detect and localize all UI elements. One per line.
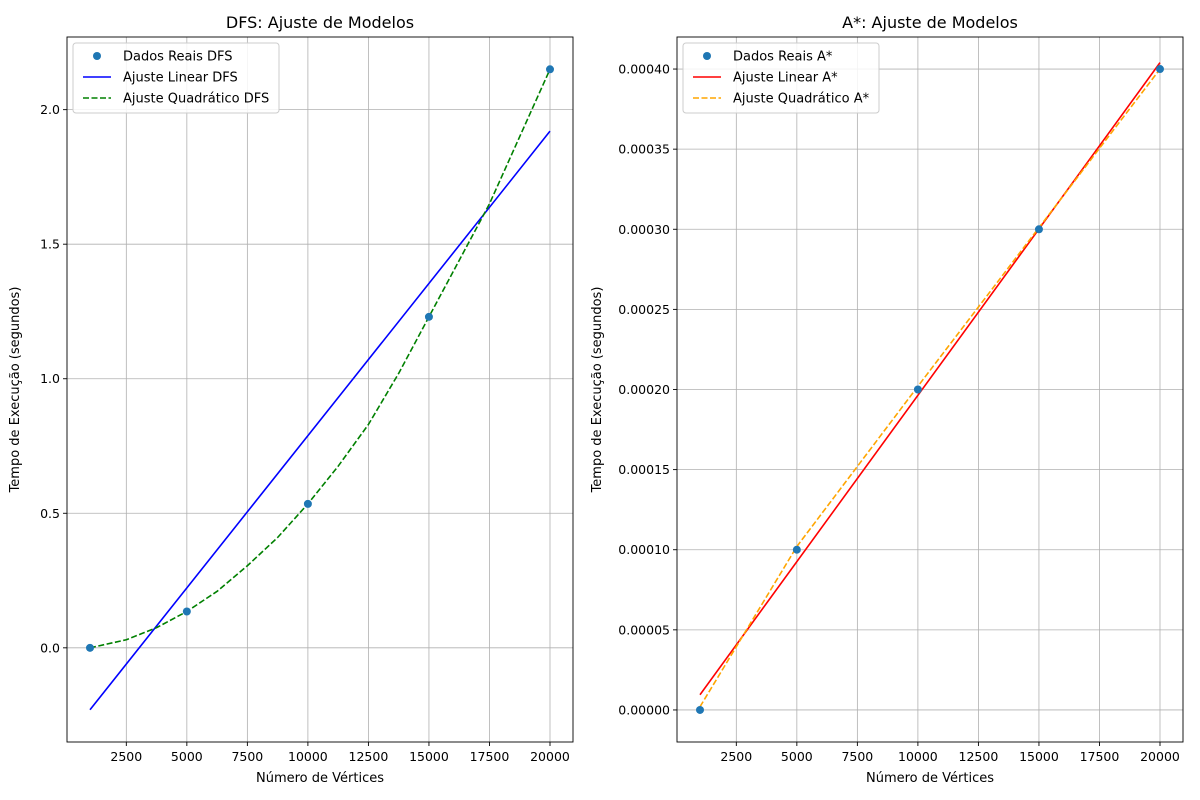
y-axis-label: Tempo de Execução (segundos) bbox=[8, 287, 23, 494]
data-point bbox=[424, 312, 433, 321]
chart-panel-astar: 2500 5000 7500 10000 12500 15000 17500 20000 0.0… bbox=[590, 13, 1184, 786]
y-tick-label: 1.5 bbox=[40, 237, 60, 252]
y-tick-label: 0.00040 bbox=[618, 62, 670, 77]
x-tick-label: 2500 bbox=[110, 749, 142, 764]
data-point bbox=[696, 705, 704, 714]
x-tick-label: 5000 bbox=[781, 749, 813, 764]
x-tick-label: 7500 bbox=[841, 749, 873, 764]
legend-marker bbox=[703, 52, 711, 60]
series-line-3 bbox=[89, 68, 551, 649]
y-axis-label: Tempo de Execução (segundos) bbox=[590, 287, 605, 494]
chart-title: DFS: Ajuste de Modelos bbox=[226, 13, 414, 32]
x-tick-label: 17500 bbox=[470, 749, 510, 764]
data-point bbox=[1156, 65, 1164, 74]
y-tick-label: 0.0 bbox=[40, 640, 60, 655]
y-tick-label: 1.0 bbox=[40, 371, 60, 386]
x-tick-label: 7500 bbox=[231, 749, 263, 764]
y-tick-label: 0.00000 bbox=[618, 702, 670, 717]
x-tick-label: 10000 bbox=[288, 749, 328, 764]
chart-panel-dfs: 2500 5000 7500 10000 12500 15000 17500 20000 0.0… bbox=[8, 13, 574, 786]
y-tick-label: 2.0 bbox=[40, 102, 60, 117]
x-tick-label: 20000 bbox=[530, 749, 570, 764]
data-point bbox=[1034, 225, 1043, 234]
legend-entry-label: Ajuste Quadrático DFS bbox=[123, 92, 269, 107]
series-line-2 bbox=[699, 62, 1161, 696]
x-tick-label: 17500 bbox=[1080, 749, 1120, 764]
x-tick-label: 12500 bbox=[349, 749, 389, 764]
x-axis-label: Número de Vértices bbox=[866, 771, 994, 786]
x-tick-label: 2500 bbox=[720, 749, 752, 764]
data-point bbox=[792, 545, 801, 554]
y-tick-label: 0.00025 bbox=[618, 302, 670, 317]
y-tick-label: 0.00020 bbox=[618, 382, 670, 397]
data-point bbox=[303, 499, 312, 508]
x-tick-label: 10000 bbox=[898, 749, 938, 764]
x-tick-label: 15000 bbox=[409, 749, 449, 764]
legend-entry-label: Dados Reais A* bbox=[733, 50, 833, 65]
x-tick-label: 5000 bbox=[171, 749, 203, 764]
x-tick-label: 20000 bbox=[1140, 749, 1180, 764]
legend: Dados Reais A* Ajuste Linear A* Ajuste Qua… bbox=[682, 42, 880, 114]
data-point bbox=[182, 607, 191, 616]
legend: Dados Reais DFS Ajuste Linear DFS Ajuste Q… bbox=[72, 42, 280, 114]
legend-entry-label: Ajuste Linear A* bbox=[733, 71, 838, 86]
axes-frame bbox=[66, 36, 574, 743]
series-line-2 bbox=[89, 130, 551, 711]
series-line-3 bbox=[699, 68, 1161, 708]
y-tick-label: 0.00010 bbox=[618, 542, 670, 557]
y-tick-label: 0.00015 bbox=[618, 462, 670, 477]
legend-entry-label: Dados Reais DFS bbox=[123, 50, 233, 65]
legend-marker bbox=[93, 52, 101, 60]
legend-box bbox=[682, 42, 880, 114]
chart-title: A*: Ajuste de Modelos bbox=[842, 13, 1018, 32]
x-tick-label: 12500 bbox=[959, 749, 999, 764]
y-tick-label: 0.5 bbox=[40, 506, 60, 521]
y-tick-label: 0.00030 bbox=[618, 222, 670, 237]
y-tick-label: 0.00035 bbox=[618, 142, 670, 157]
data-point bbox=[913, 385, 922, 394]
x-tick-label: 15000 bbox=[1019, 749, 1059, 764]
legend-entry-label: Ajuste Linear DFS bbox=[123, 71, 238, 86]
data-point bbox=[546, 65, 554, 74]
legend-entry-label: Ajuste Quadrático A* bbox=[733, 92, 870, 107]
data-point bbox=[86, 643, 94, 652]
x-axis-label: Número de Vértices bbox=[256, 771, 384, 786]
y-tick-label: 0.00005 bbox=[618, 622, 670, 637]
legend-box bbox=[72, 42, 280, 114]
